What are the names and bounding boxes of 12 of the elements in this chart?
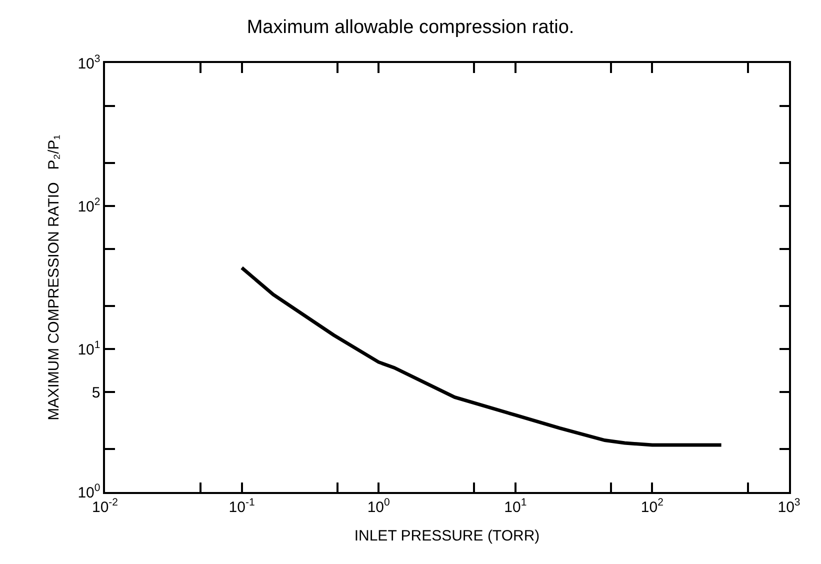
- x-tick-label: 10$^{2}$: [640, 496, 664, 516]
- chart-title: Maximum allowable compression ratio.: [246, 17, 574, 38]
- x-tick-label: 10$^{1}$: [504, 496, 527, 516]
- y-axis-title: MAXIMUM COMPRESSION RATIO P₂/P₁: [45, 134, 62, 420]
- y-tick-label: 10$^{2}$: [78, 196, 100, 216]
- y-tick-label: 10$^{1}$: [78, 338, 100, 358]
- x-axis-title: INLET PRESSURE (TORR): [354, 527, 540, 544]
- y-tick-label: 10$^{3}$: [78, 52, 100, 72]
- x-tick-label: 10$^{3}$: [778, 496, 800, 516]
- y-tick-label: 5: [92, 384, 100, 402]
- x-tick-label: 10$^{-1}$: [228, 496, 255, 516]
- x-tick-label: 10$^{0}$: [367, 496, 390, 516]
